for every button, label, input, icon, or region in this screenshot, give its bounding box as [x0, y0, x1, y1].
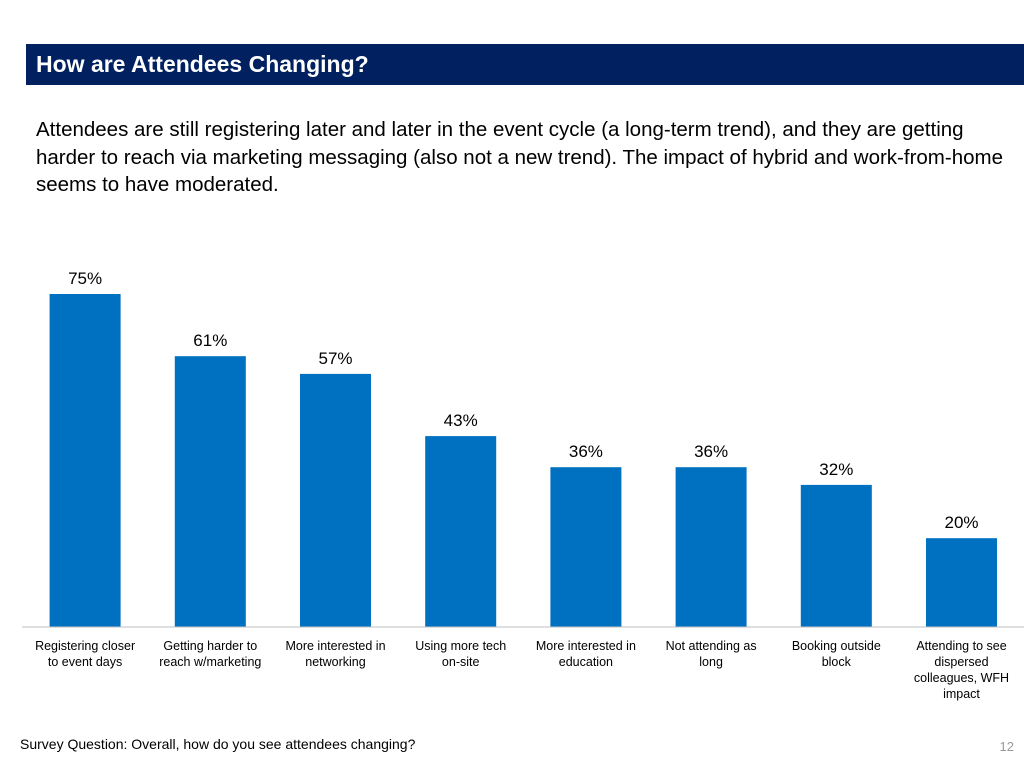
- category-label-7: Booking outside block: [792, 639, 881, 669]
- bar-6: [675, 467, 747, 627]
- slide-title-bar: How are Attendees Changing?: [26, 44, 1024, 85]
- data-label-7: 32%: [819, 460, 853, 479]
- bar-2: [174, 356, 246, 627]
- category-label-8: Attending to see dispersed colleagues, WFH…: [914, 639, 1009, 701]
- data-label-2: 61%: [193, 331, 227, 350]
- bar-7: [800, 484, 872, 627]
- category-label-1: Registering closer to event days: [35, 639, 135, 669]
- bar-8: [926, 538, 997, 627]
- category-label-6: Not attending as long: [666, 639, 757, 669]
- bar-3: [300, 373, 371, 627]
- category-label-2: Getting harder to reach w/marketing: [159, 639, 261, 669]
- category-label-3: More interested in networking: [285, 639, 385, 669]
- page-number: 12: [999, 739, 1014, 754]
- data-label-5: 36%: [569, 442, 603, 461]
- bar-chart: 75% Registering closer to event days 61% Get…: [22, 269, 1024, 701]
- data-label-4: 43%: [444, 411, 478, 430]
- bar-5: [550, 467, 622, 627]
- bar-1: [49, 294, 121, 627]
- slide-title: How are Attendees Changing?: [36, 51, 369, 77]
- data-label-8: 20%: [944, 513, 978, 532]
- data-label-6: 36%: [694, 442, 728, 461]
- category-label-4: Using more tech on-site: [415, 639, 506, 669]
- bar-4: [425, 436, 497, 627]
- slide-body-text: Attendees are still registering later an…: [36, 118, 1003, 196]
- survey-question-footer: Survey Question: Overall, how do you see…: [20, 736, 416, 752]
- data-label-3: 57%: [318, 349, 352, 368]
- data-label-1: 75%: [68, 269, 102, 288]
- category-label-5: More interested in education: [536, 639, 636, 669]
